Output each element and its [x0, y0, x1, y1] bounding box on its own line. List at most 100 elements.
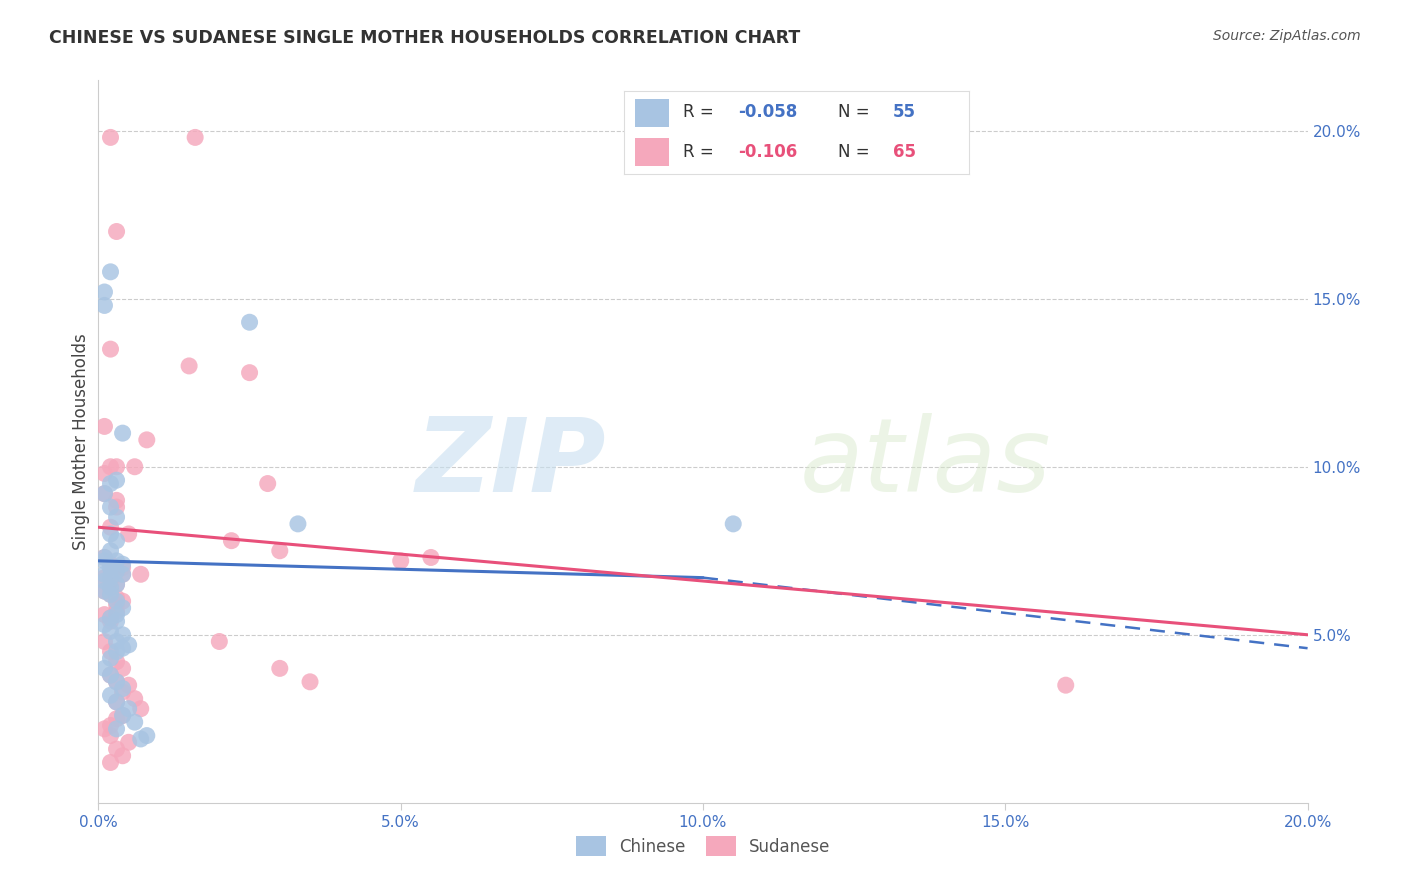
Point	[100, 644, 122, 658]
Text: Source: ZipAtlas.com: Source: ZipAtlas.com	[1213, 29, 1361, 43]
Point	[179, 359, 201, 373]
Point	[135, 433, 157, 447]
Point	[100, 500, 122, 514]
Point	[105, 674, 128, 689]
Point	[93, 554, 115, 568]
Text: ZIP: ZIP	[416, 413, 606, 514]
Point	[100, 560, 122, 574]
Point	[105, 533, 128, 548]
Point	[111, 567, 134, 582]
Point	[124, 715, 146, 730]
Point	[105, 598, 128, 612]
Point	[129, 567, 152, 582]
Point	[111, 567, 134, 582]
Point	[105, 615, 128, 629]
Point	[256, 476, 278, 491]
Point	[105, 591, 128, 605]
Point	[420, 550, 443, 565]
Point	[93, 298, 115, 312]
Point	[100, 615, 122, 629]
Point	[100, 668, 122, 682]
Point	[389, 554, 412, 568]
Point	[723, 516, 745, 531]
Point	[100, 587, 122, 601]
Point	[105, 564, 128, 578]
Point	[93, 584, 115, 599]
Point	[105, 225, 128, 239]
Point	[111, 558, 134, 572]
Point	[93, 634, 115, 648]
Point	[124, 459, 146, 474]
Point	[100, 571, 122, 585]
Point	[100, 624, 122, 639]
Point	[100, 265, 122, 279]
Y-axis label: Single Mother Households: Single Mother Households	[72, 334, 90, 549]
Point	[93, 617, 115, 632]
Point	[111, 600, 134, 615]
Point	[105, 722, 128, 736]
Point	[100, 476, 122, 491]
Point	[100, 342, 122, 356]
Point	[105, 577, 128, 591]
Point	[100, 756, 122, 770]
Point	[105, 634, 128, 648]
Point	[100, 587, 122, 601]
Point	[111, 560, 134, 574]
Point	[287, 516, 309, 531]
Point	[118, 527, 141, 541]
Point	[239, 315, 262, 329]
Point	[118, 678, 141, 692]
Point	[111, 426, 134, 441]
Point	[184, 130, 207, 145]
Point	[100, 688, 122, 702]
Point	[105, 604, 128, 618]
Point	[269, 543, 291, 558]
Text: CHINESE VS SUDANESE SINGLE MOTHER HOUSEHOLDS CORRELATION CHART: CHINESE VS SUDANESE SINGLE MOTHER HOUSEH…	[49, 29, 800, 46]
Point	[93, 574, 115, 588]
Point	[118, 702, 141, 716]
Point	[100, 574, 122, 588]
Point	[129, 702, 152, 716]
Point	[299, 674, 322, 689]
Point	[111, 685, 134, 699]
Point	[105, 607, 128, 622]
Point	[105, 459, 128, 474]
Point	[93, 607, 115, 622]
Point	[100, 543, 122, 558]
Point	[135, 729, 157, 743]
Point	[100, 668, 122, 682]
Point	[93, 486, 115, 500]
Point	[111, 641, 134, 656]
Point	[105, 510, 128, 524]
Point	[100, 520, 122, 534]
Point	[111, 661, 134, 675]
Point	[93, 584, 115, 599]
Point	[100, 130, 122, 145]
Point	[111, 681, 134, 696]
Point	[105, 564, 128, 578]
Point	[105, 655, 128, 669]
Point	[105, 554, 128, 568]
Point	[93, 661, 115, 675]
Point	[111, 708, 134, 723]
Point	[105, 473, 128, 487]
Point	[100, 729, 122, 743]
Point	[93, 571, 115, 585]
Point	[111, 708, 134, 723]
Point	[111, 594, 134, 608]
Point	[1054, 678, 1077, 692]
Point	[93, 550, 115, 565]
Point	[93, 419, 115, 434]
Text: atlas: atlas	[800, 413, 1052, 513]
Point	[100, 459, 122, 474]
Point	[100, 611, 122, 625]
Point	[93, 550, 115, 565]
Point	[100, 718, 122, 732]
Point	[118, 638, 141, 652]
Point	[105, 695, 128, 709]
Point	[105, 742, 128, 756]
Point	[105, 594, 128, 608]
Point	[124, 691, 146, 706]
Point	[100, 651, 122, 665]
Point	[208, 634, 231, 648]
